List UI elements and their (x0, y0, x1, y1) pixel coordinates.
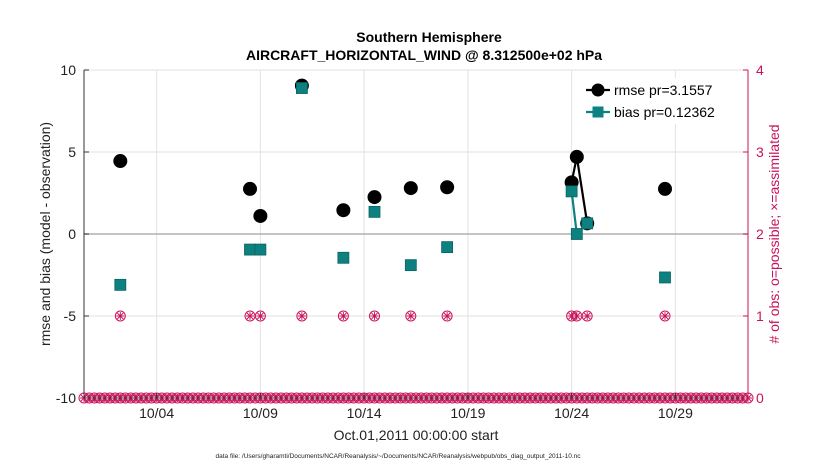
obs-possible-marker (296, 310, 308, 322)
obs-count-one-point (659, 310, 671, 322)
obs-assimilated-marker (406, 312, 415, 320)
legend: rmse pr=3.1557 bias pr=0.12362 (581, 78, 743, 124)
obs-count-one-point (296, 310, 308, 322)
y2-tick-label: 3 (756, 144, 764, 160)
y-axis-label: rmse and bias (model - observation) (37, 122, 53, 346)
y2-axis-label: # of obs: o=possible; ×=assimilated (766, 124, 782, 343)
legend-box (581, 78, 743, 124)
axes (83, 69, 749, 399)
obs-possible-marker (405, 310, 417, 322)
obs-possible-marker (337, 310, 349, 322)
legend-bias-label: bias pr=0.12362 (614, 104, 715, 120)
obs-count-one-point (581, 310, 593, 322)
y2-tick-label: 0 (756, 390, 764, 406)
x-axis-label: Oct.01,2011 00:00:00 start (334, 427, 499, 443)
rmse-point (569, 149, 584, 164)
obs-count-one-point (441, 310, 453, 322)
bias-point (368, 205, 381, 218)
obs-assimilated-marker (339, 312, 348, 320)
rmse-point (243, 181, 257, 196)
bias-point (337, 251, 350, 264)
y-tick-label: -5 (64, 308, 77, 324)
obs-count-one-point (405, 310, 417, 322)
obs-possible-marker (114, 310, 126, 322)
legend-rmse-label: rmse pr=3.1557 (614, 82, 713, 98)
x-tick-label: 10/04 (139, 405, 174, 421)
obs-count-one-point (114, 310, 126, 322)
x-tick-label: 10/14 (347, 405, 382, 421)
obs-possible-marker (254, 310, 266, 322)
footnote: data file: /Users/gharamti/Documents/NCA… (216, 453, 582, 460)
chart-title: Southern Hemisphere (356, 29, 502, 45)
rmse-point (440, 180, 455, 195)
bias-point (441, 241, 454, 254)
bias-point (114, 278, 127, 291)
x-tick-label: 10/19 (450, 405, 485, 421)
bias-point (581, 217, 594, 230)
rmse-point (658, 181, 672, 196)
obs-count-one-point (337, 310, 349, 322)
obs-possible-marker (369, 310, 380, 322)
obs-possible-marker (441, 310, 453, 322)
bias-series (114, 82, 671, 291)
y-tick-label: 10 (60, 62, 76, 78)
obs-count-one-point (244, 310, 256, 322)
y-tick-label: -10 (56, 390, 76, 406)
rmse-point (403, 181, 418, 196)
obs-assimilated-marker (583, 312, 592, 320)
x-tick-label: 10/24 (554, 405, 589, 421)
legend-bias-marker (592, 106, 604, 118)
obs-assimilated-marker (572, 312, 581, 320)
y2-tick-label: 4 (756, 62, 764, 78)
bias-point (295, 82, 308, 94)
obs-assimilated-marker (246, 312, 254, 320)
obs-assimilated-marker (297, 312, 306, 320)
rmse-point (336, 203, 351, 218)
obs-assimilated-marker (661, 312, 669, 320)
series-line-segment (575, 156, 589, 224)
rmse-point (253, 208, 268, 223)
obs-count-one-point (254, 310, 266, 322)
obs-assimilated-marker (256, 312, 265, 320)
obs-possible-marker (659, 310, 671, 322)
chart-subtitle: AIRCRAFT_HORIZONTAL_WIND @ 8.312500e+02 … (246, 47, 602, 63)
obs-possible-marker (581, 310, 593, 322)
bias-point (565, 185, 578, 198)
rmse-point (367, 190, 382, 205)
obs-assimilated-marker (370, 312, 379, 320)
series-layer (113, 78, 672, 291)
rmse-point (113, 154, 128, 169)
bias-point (570, 228, 583, 240)
legend-rmse-marker (591, 83, 605, 97)
obs-assimilated-marker (443, 312, 452, 320)
bias-point (254, 243, 267, 256)
obs-count-one-point (571, 310, 583, 322)
x-tick-label: 10/29 (658, 405, 693, 421)
bias-point (244, 243, 256, 256)
y2-tick-label: 2 (756, 226, 764, 242)
y2-tick-label: 1 (756, 308, 764, 324)
obs-assimilated-marker (116, 312, 125, 320)
tick-labels: 10/04 10/09 10/14 10/19 10/24 10/29 -10 -5 0 5 10 0… (56, 62, 764, 421)
y-tick-label: 0 (68, 226, 76, 242)
y-tick-label: 5 (68, 144, 76, 160)
x-tick-label: 10/09 (243, 405, 278, 421)
bias-point (404, 259, 417, 272)
bias-point (659, 271, 671, 284)
series-line-segment (570, 191, 578, 235)
obs-count-one-point (369, 310, 380, 322)
